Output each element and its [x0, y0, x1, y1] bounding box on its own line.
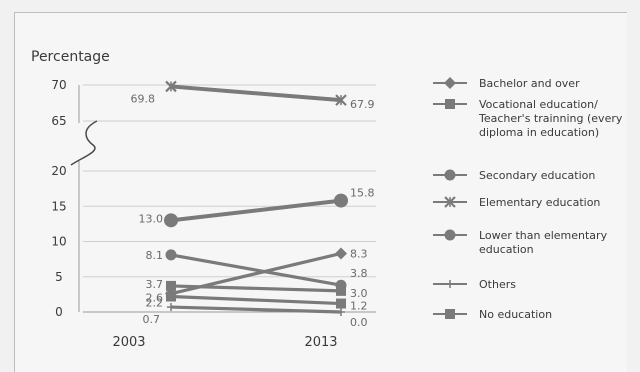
data-label: 3.8	[350, 267, 368, 280]
series-6	[166, 291, 346, 309]
marker-square	[336, 285, 346, 296]
series-0	[165, 247, 347, 300]
series-lines	[164, 80, 348, 316]
marker-circle	[335, 279, 347, 291]
x-tick-label: 2003	[112, 335, 145, 350]
marker-circle	[444, 169, 456, 181]
marker-circle	[165, 249, 177, 261]
y-axis-title: Percentage	[31, 49, 110, 65]
marker-circle	[164, 213, 178, 228]
data-label: 67.9	[350, 98, 375, 111]
legend-item: Others	[433, 278, 516, 291]
x-axis: 2003 2013	[83, 311, 376, 350]
line-chart: Percentage 65 70 0 5 10 15 20 2003 2013 2.6 8.3 3.…	[31, 49, 623, 350]
x-tick-label: 2013	[304, 335, 337, 350]
marker-square	[445, 309, 455, 319]
marker-square	[445, 99, 455, 109]
legend-label: diploma in education)	[479, 126, 599, 139]
series-2	[164, 193, 348, 228]
legend: Bachelor and over Vocational education/Te…	[433, 77, 623, 321]
chart-figure: Percentage 65 70 0 5 10 15 20 2003 2013 2.6 8.3 3.…	[14, 12, 627, 372]
data-label: 0.0	[350, 316, 368, 329]
grid-lines	[83, 84, 376, 278]
data-labels: 2.6 8.3 3.7 3.0 13.0 15.8 69.8 67.9 8.1 3.8 0.7 0.0…	[131, 92, 375, 329]
marker-circle	[444, 229, 456, 241]
series-line	[170, 284, 342, 293]
legend-label: education	[479, 243, 534, 256]
legend-label: No education	[479, 308, 552, 321]
legend-label: Teacher's trainning (every	[478, 112, 623, 125]
marker-square	[166, 291, 176, 302]
data-label: 3.7	[146, 278, 164, 291]
axis-break-icon	[70, 120, 98, 166]
marker-square	[166, 280, 176, 291]
y-axis: Percentage 65 70 0 5 10 15 20	[31, 49, 110, 319]
legend-label: Secondary education	[479, 169, 595, 182]
data-label: 0.7	[143, 313, 161, 326]
data-label: 8.1	[146, 249, 164, 262]
marker-square	[336, 298, 346, 309]
data-label: 69.8	[131, 92, 156, 105]
legend-item: Elementary education	[433, 196, 600, 209]
legend-label: Others	[479, 278, 516, 291]
y-tick-label: 10	[51, 235, 66, 249]
series-5	[167, 303, 345, 316]
data-label: 15.8	[350, 187, 375, 200]
data-label: 13.0	[139, 212, 164, 225]
data-label: 2.6	[146, 292, 164, 305]
series-line	[170, 198, 342, 223]
series-line	[170, 294, 342, 306]
legend-label: Vocational education/	[479, 98, 598, 111]
y-tick-label: 5	[55, 270, 63, 284]
legend-label: Lower than elementary	[479, 229, 608, 242]
y-tick-label: 15	[51, 199, 66, 213]
series-3	[165, 80, 347, 106]
series-4	[165, 249, 347, 291]
data-label: 3.0	[350, 287, 368, 300]
series-line	[170, 84, 342, 103]
series-1	[166, 280, 346, 296]
legend-label: Elementary education	[479, 196, 600, 209]
legend-item: Bachelor and over	[433, 77, 580, 90]
data-label: 8.3	[350, 247, 368, 260]
legend-label: Bachelor and over	[479, 77, 580, 90]
legend-item: Secondary education	[433, 169, 595, 182]
y-tick-label: 70	[51, 78, 66, 92]
y-tick-label: 20	[51, 164, 66, 178]
data-label: 2.2	[146, 296, 164, 309]
y-tick-label: 65	[51, 114, 66, 128]
legend-item: Vocational education/Teacher's trainning…	[433, 98, 623, 139]
marker-diamond	[335, 247, 347, 260]
series-line	[170, 253, 342, 287]
marker-circle	[334, 193, 348, 208]
data-label: 1.2	[350, 300, 368, 313]
legend-item: No education	[433, 308, 552, 321]
marker-diamond	[444, 77, 456, 89]
series-line	[170, 305, 342, 314]
y-tick-label: 0	[55, 305, 63, 319]
